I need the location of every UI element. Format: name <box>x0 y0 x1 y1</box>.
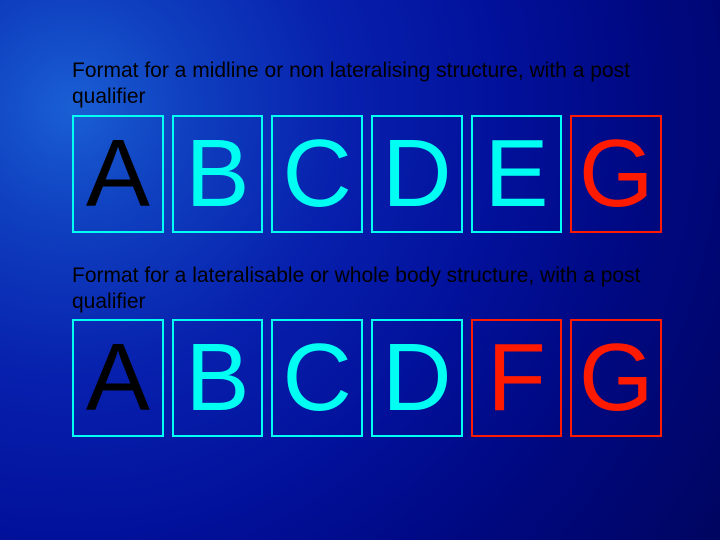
cell-2-B: B <box>172 319 264 437</box>
slide-content: Format for a midline or non lateralising… <box>72 58 662 467</box>
cell-2-F: F <box>471 319 563 437</box>
caption-2: Format for a lateralisable or whole body… <box>72 263 662 316</box>
cell-1-A: A <box>72 115 164 233</box>
cell-2-A: A <box>72 319 164 437</box>
cell-1-G: G <box>570 115 662 233</box>
cell-2-C: C <box>271 319 363 437</box>
row-2: A B C D F G <box>72 319 662 437</box>
cell-1-E: E <box>471 115 563 233</box>
cell-1-B: B <box>172 115 264 233</box>
cell-2-D: D <box>371 319 463 437</box>
cell-2-G: G <box>570 319 662 437</box>
caption-1: Format for a midline or non lateralising… <box>72 58 662 111</box>
cell-1-D: D <box>371 115 463 233</box>
cell-1-C: C <box>271 115 363 233</box>
row-1: A B C D E G <box>72 115 662 233</box>
